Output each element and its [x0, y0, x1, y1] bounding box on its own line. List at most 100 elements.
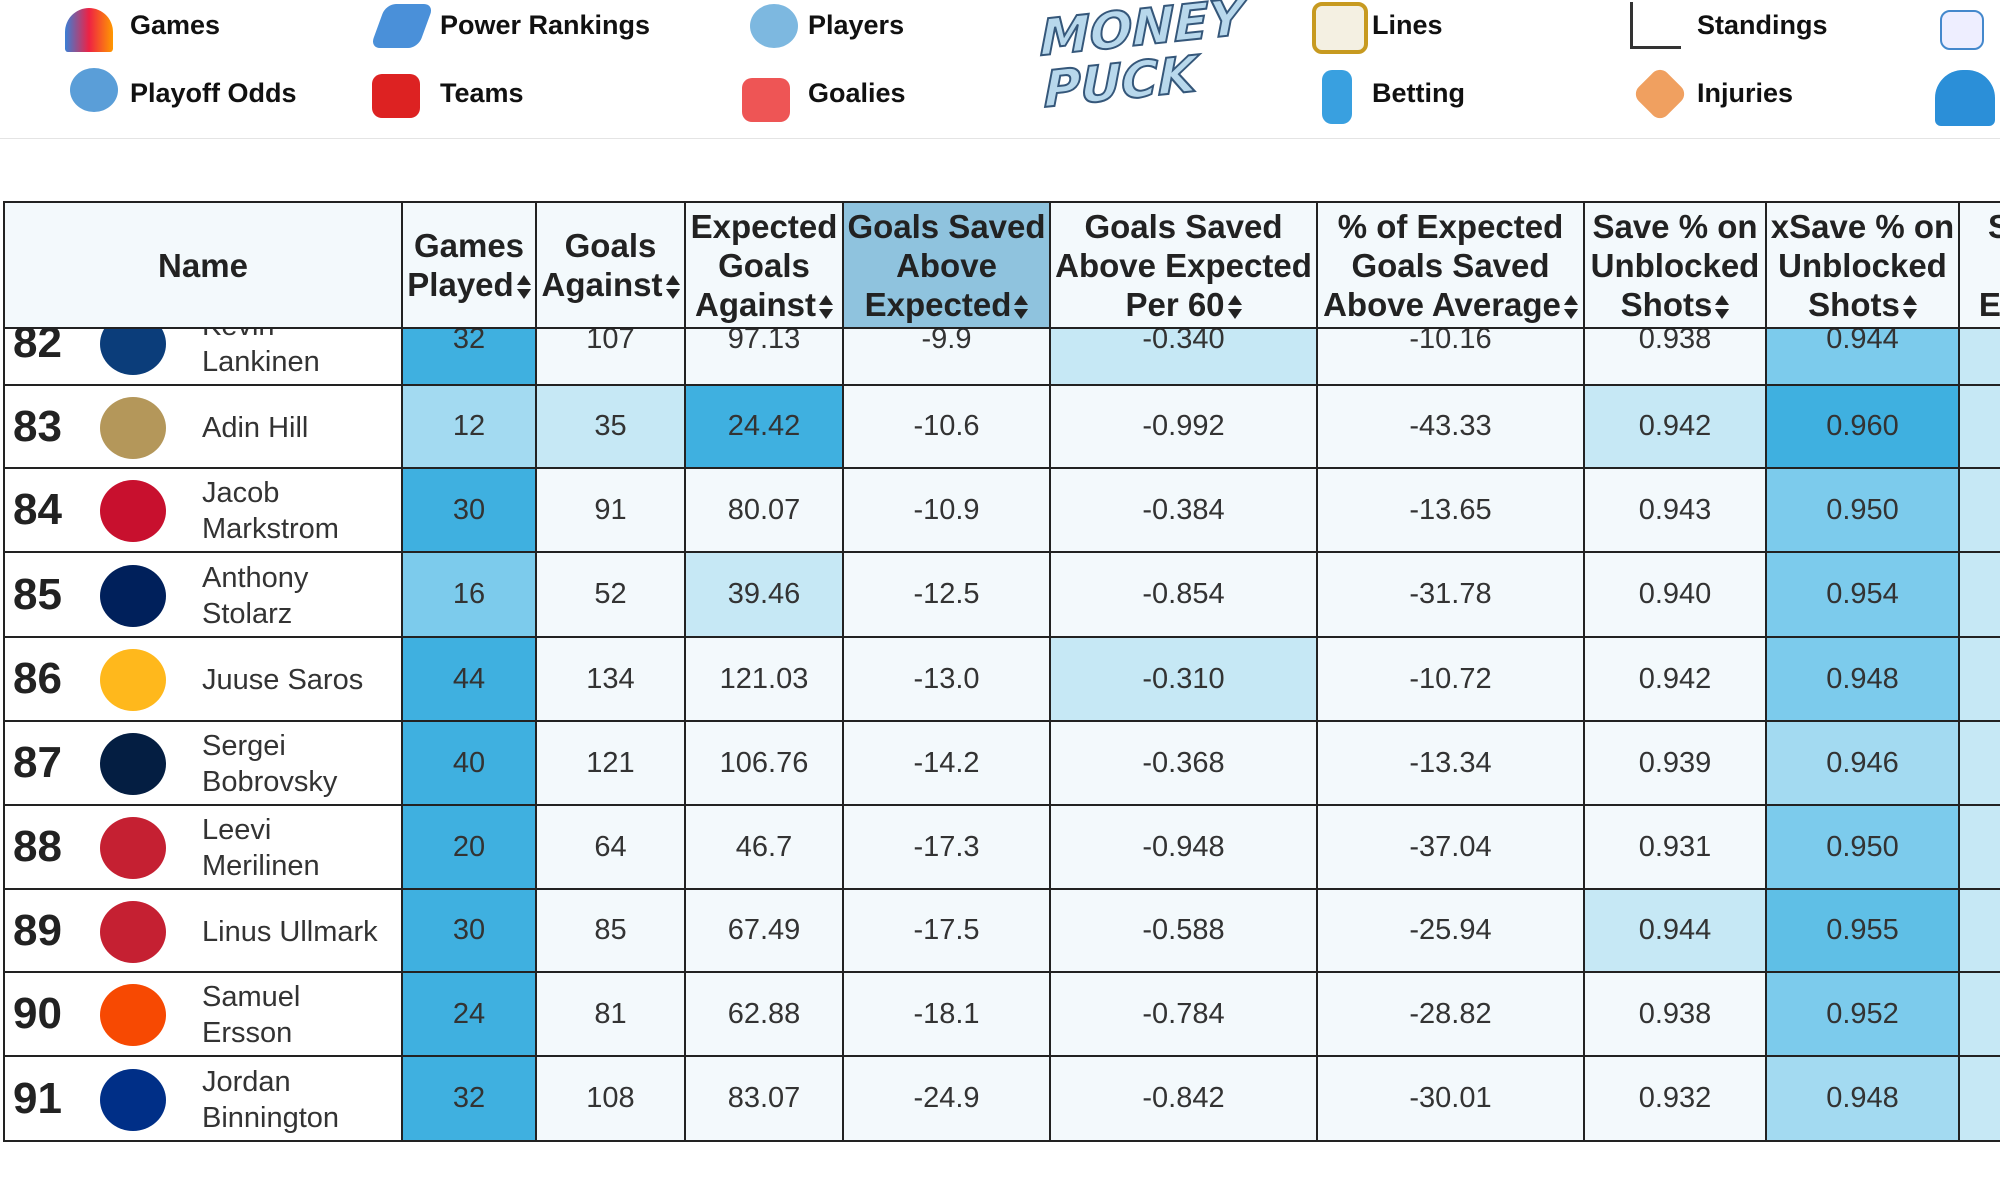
cell-value: 0.932 [1638, 1082, 1712, 1114]
column-header[interactable]: Goals Saved Above Expected Per 60 [1051, 201, 1318, 329]
player-name[interactable]: Linus Ullmark [202, 914, 378, 950]
cell-value: -0.368 [1142, 746, 1225, 779]
stat-cell: 0.948 [1767, 638, 1960, 722]
cell-value: 67.49 [727, 914, 801, 946]
cell-value: 32 [452, 329, 486, 355]
name-line: Jacob [202, 477, 280, 509]
name-line: Binnington [202, 1101, 340, 1134]
team-logo [100, 396, 166, 459]
stat-cell: 121.03 [686, 638, 844, 722]
stat-cell: -0.854 [1051, 553, 1318, 638]
team-logo [100, 1068, 166, 1131]
nav-link[interactable]: Injuries [1697, 78, 1794, 108]
stat-cell [1960, 890, 2000, 973]
cell-value: -13.65 [1409, 493, 1492, 526]
cell-value: 0.946 [1826, 746, 1899, 779]
player-name[interactable]: Kevin Lankinen [202, 329, 320, 380]
name-line: Merilinen [202, 850, 320, 882]
column-header[interactable]: Goals Against [537, 201, 686, 329]
cell-value: -28.82 [1409, 997, 1492, 1030]
player-name[interactable]: Anthony Stolarz [202, 560, 308, 632]
cell-value: -12.5 [913, 578, 980, 610]
player-name[interactable]: Samuel Ersson [202, 979, 300, 1051]
cell-value: 24 [452, 997, 486, 1030]
player-name[interactable]: Jacob Markstrom [202, 475, 339, 547]
stat-cell: 0.939 [1585, 722, 1767, 806]
cell-value: -0.992 [1142, 410, 1225, 442]
nav-link[interactable]: Teams [440, 78, 524, 108]
cell-value: 64 [594, 830, 627, 863]
sort-icon[interactable] [819, 294, 833, 319]
player-name[interactable]: Jordan Binnington [202, 1064, 339, 1136]
sort-icon[interactable] [1227, 294, 1242, 319]
stat-cell: -12.5 [844, 553, 1051, 638]
sort-icon[interactable] [1014, 294, 1029, 319]
cell-value: 134 [586, 662, 635, 695]
nav-link[interactable]: Games [130, 10, 221, 40]
cell-value: -17.3 [913, 830, 980, 863]
header-line: S [1988, 207, 2000, 246]
sort-icon[interactable] [1563, 294, 1578, 319]
team-logo [100, 900, 166, 963]
cell-value: 0.950 [1826, 830, 1899, 863]
nav-link[interactable]: Goalies [808, 78, 906, 108]
stat-cell: -9.9 [844, 329, 1051, 386]
cell-value: -0.854 [1142, 578, 1225, 610]
stat-cell: 85 [537, 890, 686, 973]
cell-value: 20 [452, 830, 486, 863]
nav-link[interactable]: Players [808, 10, 905, 40]
cell-value: -10.9 [913, 493, 980, 526]
cell-value: -10.16 [1409, 329, 1492, 355]
header-line: Name [158, 246, 248, 284]
stat-cell: 0.946 [1767, 722, 1960, 806]
column-header[interactable]: Goals Saved Above Expected [844, 201, 1051, 329]
stat-cell: 20 [403, 806, 537, 890]
column-header[interactable]: xSave % on Unblocked Shots [1767, 201, 1960, 329]
nav-link[interactable]: Power Rankings [440, 10, 651, 40]
cell-value: 35 [594, 410, 627, 442]
player-name[interactable]: Adin Hill [202, 410, 308, 446]
stat-cell: -37.04 [1318, 806, 1585, 890]
stat-cell: 0.942 [1585, 638, 1767, 722]
cell-value: 0.948 [1826, 1082, 1899, 1114]
player-name[interactable]: Juuse Saros [202, 662, 363, 698]
stat-cell: -0.784 [1051, 973, 1318, 1057]
nav-link[interactable]: Playoff Odds [130, 78, 297, 108]
cell-value: 0.942 [1638, 662, 1712, 695]
name-cell: 89 Linus Ullmark [3, 890, 403, 973]
sort-icon[interactable] [1715, 294, 1730, 319]
playoff-icon [70, 68, 118, 112]
header-line: Games [413, 227, 525, 264]
stat-cell: 0.950 [1767, 806, 1960, 890]
nav-link[interactable]: Betting [1372, 78, 1465, 108]
stat-cell: -28.82 [1318, 973, 1585, 1057]
cell-value: 0.940 [1638, 578, 1712, 610]
column-header[interactable]: Expected Goals Against [686, 201, 844, 329]
stat-cell: 0.944 [1585, 890, 1767, 973]
name-cell: 83 Adin Hill [3, 386, 403, 469]
nav-link[interactable]: Standings [1697, 10, 1828, 40]
header-line: xSave % on [1770, 207, 1955, 245]
cell-value: 91 [594, 493, 627, 526]
cell-value: -13.34 [1409, 746, 1492, 779]
sort-icon[interactable] [665, 275, 680, 300]
sort-icon[interactable] [1902, 294, 1917, 319]
column-header[interactable]: Save % on Unblocked Shots [1585, 201, 1767, 329]
player-name[interactable]: Leevi Merilinen [202, 812, 320, 884]
column-header[interactable]: S Ex [1960, 201, 2000, 329]
stat-cell: 0.943 [1585, 469, 1767, 553]
nav-link[interactable]: Lines [1372, 10, 1443, 40]
cell-value: 0.960 [1826, 410, 1899, 442]
cell-value: -43.33 [1409, 410, 1492, 442]
column-header[interactable]: % of Expected Goals Saved Above Average [1318, 201, 1585, 329]
column-header[interactable]: Games Played [403, 201, 537, 329]
cell-value: -37.04 [1409, 830, 1492, 863]
name-cell: 82 Kevin Lankinen [3, 329, 403, 386]
cell-value: 121.03 [719, 662, 809, 695]
name-line: Markstrom [202, 513, 339, 545]
stat-cell: 91 [537, 469, 686, 553]
cell-value: -13.0 [913, 662, 980, 695]
player-name[interactable]: Sergei Bobrovsky [202, 728, 337, 800]
sort-icon[interactable] [516, 275, 531, 300]
site-logo[interactable]: MONEY PUCK [1039, 0, 1245, 120]
